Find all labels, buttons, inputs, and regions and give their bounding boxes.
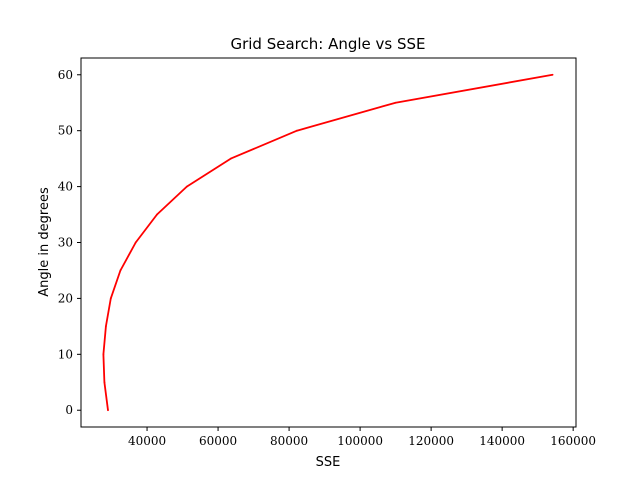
x-tick-label: 60000 — [199, 434, 237, 448]
data-point — [229, 157, 232, 160]
y-tick-label: 0 — [65, 403, 73, 417]
data-point — [102, 353, 105, 356]
chart-title: Grid Search: Angle vs SSE — [230, 35, 425, 53]
y-tick-label: 30 — [58, 236, 73, 250]
data-point — [295, 129, 298, 132]
data-point — [104, 325, 107, 328]
data-point — [119, 269, 122, 272]
data-point — [394, 101, 397, 104]
x-tick-label: 40000 — [128, 434, 166, 448]
y-tick-label: 40 — [58, 180, 73, 194]
x-tick-label: 160000 — [550, 434, 596, 448]
y-axis-label: Angle in degrees — [37, 187, 52, 297]
data-point — [103, 381, 106, 384]
data-point — [551, 73, 554, 76]
data-point — [134, 241, 137, 244]
plot-area: 40000 60000 80000 100000 120000 140000 160000 0… — [58, 68, 596, 448]
plot-frame — [80, 57, 577, 428]
x-axis-label: SSE — [316, 455, 341, 470]
x-tick-label: 140000 — [479, 434, 525, 448]
data-point — [185, 185, 188, 188]
y-tick-label: 10 — [58, 347, 73, 361]
y-tick-label: 50 — [58, 124, 73, 138]
y-tick-label: 20 — [58, 291, 73, 305]
data-point — [107, 409, 109, 412]
y-tick-label: 60 — [58, 68, 73, 82]
data-point — [109, 297, 112, 300]
x-tick-label: 80000 — [270, 434, 308, 448]
x-tick-label: 100000 — [337, 434, 383, 448]
data-point — [156, 213, 158, 216]
x-tick-label: 120000 — [408, 434, 454, 448]
